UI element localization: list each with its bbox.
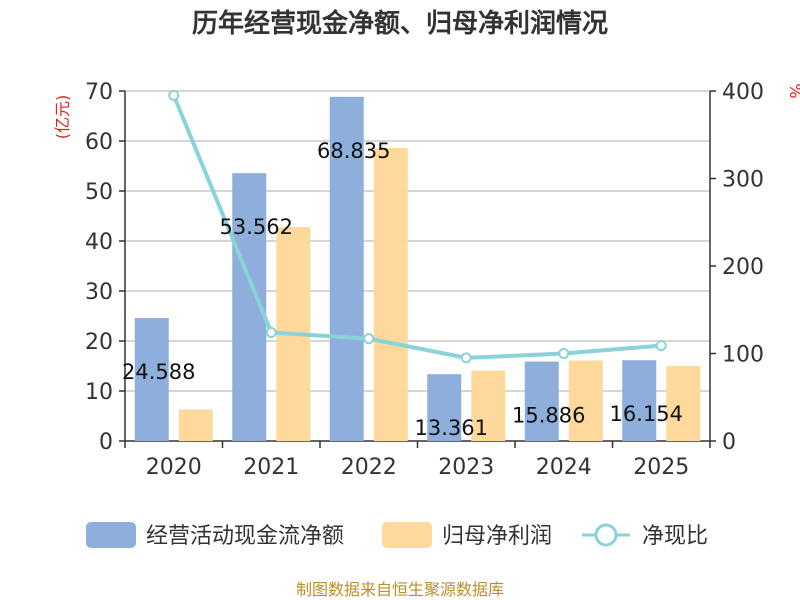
right-axis-unit: % xyxy=(786,83,800,98)
data-label-cashflow: 13.361 xyxy=(415,416,488,440)
ratio-point xyxy=(265,327,277,338)
x-axis-ticks: 2020 2021 2022 2023 2024 2025 xyxy=(124,441,711,480)
grid-lines xyxy=(125,90,710,392)
left-axis-unit: (亿元) xyxy=(53,95,72,140)
data-label-cashflow: 16.154 xyxy=(610,402,683,426)
bars xyxy=(134,96,701,441)
ratio-point xyxy=(168,89,180,101)
left-tick-label: 20 xyxy=(85,330,113,355)
left-tick-label: 40 xyxy=(85,230,113,255)
bar-cashflow xyxy=(524,361,559,441)
right-tick-label: 300 xyxy=(722,168,764,193)
x-tick-label: 2024 xyxy=(536,455,592,480)
ratio-point xyxy=(558,348,570,359)
legend-label-ratio: 净现比 xyxy=(642,524,708,549)
left-axis-ticks: 0 10 20 30 40 50 60 70 xyxy=(85,80,125,455)
left-tick-label: 30 xyxy=(85,280,113,305)
source-note: 制图数据来自恒生聚源数据库 xyxy=(296,580,504,599)
ratio-point xyxy=(363,333,375,345)
bar-profit xyxy=(471,370,506,441)
right-tick-label: 100 xyxy=(722,343,764,368)
data-label-cashflow: 53.562 xyxy=(220,215,293,239)
x-tick-label: 2022 xyxy=(341,455,397,480)
x-tick-label: 2023 xyxy=(438,455,494,480)
data-labels: 24.588 53.562 68.835 13.361 15.886 16.154 xyxy=(122,139,683,440)
data-label-cashflow: 15.886 xyxy=(512,404,585,428)
right-tick-label: 0 xyxy=(722,430,736,455)
bar-profit xyxy=(666,366,701,441)
data-label-cashflow: 24.588 xyxy=(122,360,195,384)
legend-marker-ratio xyxy=(594,523,618,547)
bar-cashflow xyxy=(427,374,462,441)
bar-profit xyxy=(178,409,213,441)
legend-swatch-cashflow xyxy=(86,522,136,548)
x-tick-label: 2021 xyxy=(243,455,299,480)
left-tick-label: 70 xyxy=(85,80,113,105)
legend-swatch-profit xyxy=(382,522,432,548)
x-tick-label: 2025 xyxy=(633,455,689,480)
right-tick-label: 400 xyxy=(722,80,764,105)
right-tick-label: 200 xyxy=(722,255,764,280)
bar-profit xyxy=(373,148,408,441)
x-tick-label: 2020 xyxy=(146,455,202,480)
data-label-cashflow: 68.835 xyxy=(317,139,390,163)
ratio-line-path xyxy=(171,94,662,360)
chart-title: 历年经营现金净额、归母净利润情况 xyxy=(192,8,608,39)
left-tick-label: 0 xyxy=(99,430,113,455)
bar-cashflow xyxy=(329,96,364,441)
ratio-point xyxy=(460,352,472,364)
right-axis-ticks: 0 100 200 300 400 xyxy=(710,80,764,455)
ratio-line xyxy=(168,89,667,364)
left-tick-label: 60 xyxy=(85,130,113,155)
legend-label-profit: 归母净利润 xyxy=(442,524,552,549)
legend: 经营活动现金流净额 归母净利润 净现比 xyxy=(86,522,708,549)
legend-label-cashflow: 经营活动现金流净额 xyxy=(146,524,344,549)
ratio-point xyxy=(655,340,667,352)
bar-cashflow xyxy=(134,318,169,441)
bar-profit xyxy=(568,360,603,441)
left-tick-label: 10 xyxy=(85,380,113,405)
left-tick-label: 50 xyxy=(85,180,113,205)
bar-cashflow xyxy=(622,360,657,441)
